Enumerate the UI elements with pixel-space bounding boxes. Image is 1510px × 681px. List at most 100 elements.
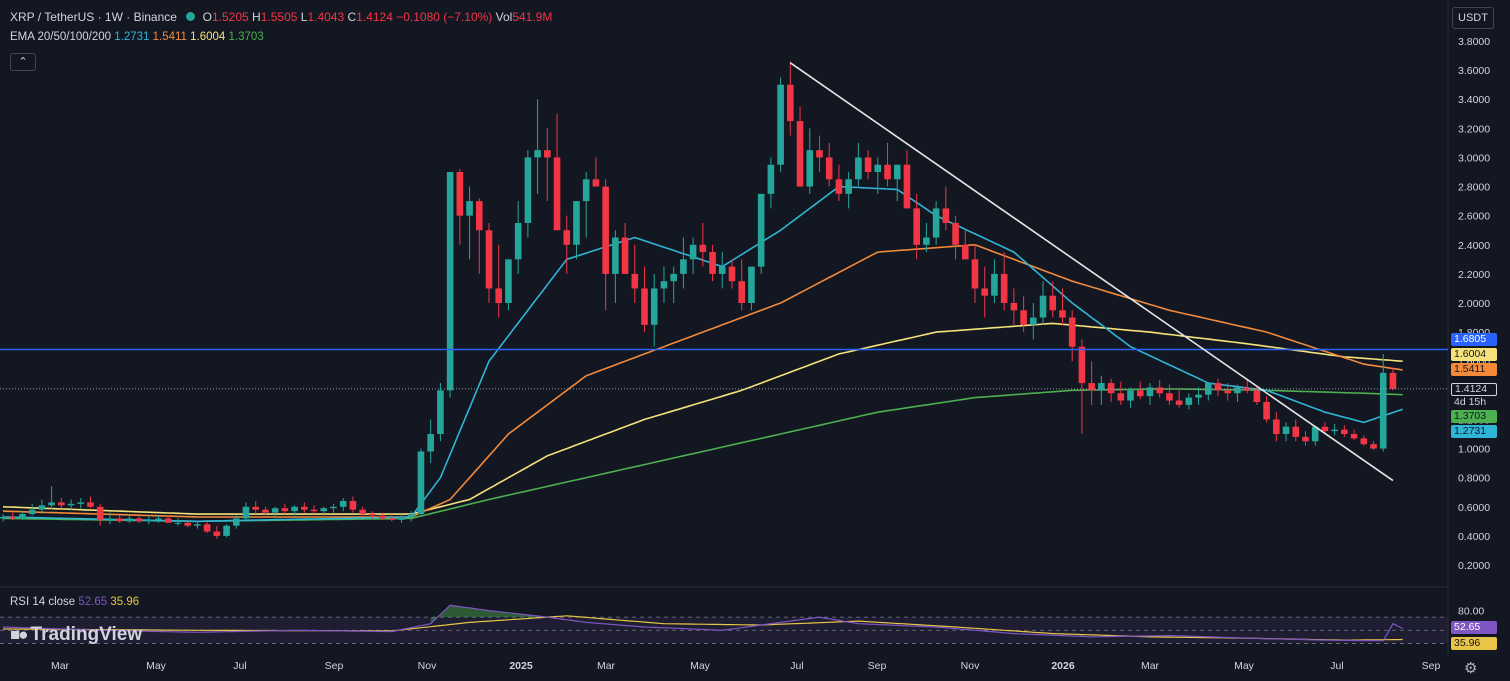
candle-up[interactable] — [67, 503, 75, 506]
candle-down[interactable] — [135, 518, 143, 522]
candle-down[interactable] — [164, 518, 172, 523]
candle-up[interactable] — [77, 502, 85, 504]
candle-down[interactable] — [1010, 303, 1018, 311]
candle-down[interactable] — [1068, 317, 1076, 347]
time-axis[interactable]: Mar May Jul Sep Nov 2025 Mar May Jul Sep Nov 2026 Ma… — [51, 660, 1441, 672]
candle-down[interactable] — [388, 518, 396, 520]
candle-up[interactable] — [232, 518, 240, 526]
candle-down[interactable] — [116, 518, 123, 522]
candle-up[interactable] — [1185, 397, 1193, 405]
candle-up[interactable] — [1379, 372, 1387, 449]
candle-down[interactable] — [699, 244, 707, 253]
candle-down[interactable] — [592, 179, 600, 187]
candle-down[interactable] — [825, 157, 833, 180]
downtrend-line[interactable] — [789, 62, 1394, 482]
candle-down[interactable] — [378, 515, 386, 519]
candle-up[interactable] — [223, 525, 230, 536]
candle-down[interactable] — [184, 522, 191, 526]
candle-up[interactable] — [48, 502, 55, 506]
candle-up[interactable] — [612, 237, 619, 274]
candle-up[interactable] — [573, 201, 580, 245]
candle-up[interactable] — [330, 506, 337, 509]
candle-down[interactable] — [738, 281, 746, 303]
candle-down[interactable] — [1370, 444, 1377, 449]
candle-down[interactable] — [1078, 346, 1086, 384]
candle-up[interactable] — [28, 509, 36, 515]
candle-down[interactable] — [1136, 390, 1144, 397]
candle-up[interactable] — [126, 518, 133, 522]
candle-down[interactable] — [1389, 372, 1397, 389]
ema-label[interactable]: EMA 20/50/100/200 — [10, 31, 112, 43]
candle-up[interactable] — [0, 516, 7, 519]
candle-up[interactable] — [689, 244, 697, 260]
candle-down[interactable] — [728, 266, 736, 282]
candle-down[interactable] — [621, 237, 629, 274]
candle-up[interactable] — [777, 84, 784, 165]
candle-down[interactable] — [864, 157, 872, 172]
candle-down[interactable] — [816, 150, 823, 158]
candle-up[interactable] — [38, 505, 46, 510]
candle-down[interactable] — [1350, 434, 1358, 439]
tradingview-logo[interactable]: ■● TradingView — [10, 624, 142, 646]
candle-up[interactable] — [680, 259, 687, 274]
candle-down[interactable] — [301, 506, 308, 510]
candle-up[interactable] — [514, 222, 522, 260]
candle-down[interactable] — [942, 208, 950, 223]
candle-down[interactable] — [58, 502, 65, 506]
candle-up[interactable] — [446, 172, 454, 391]
candle-down[interactable] — [213, 531, 221, 536]
candle-up[interactable] — [524, 157, 532, 223]
candle-down[interactable] — [1166, 393, 1173, 401]
gear-icon[interactable]: ⚙ — [1464, 660, 1478, 677]
currency-button[interactable]: USDT — [1452, 7, 1494, 29]
collapse-legend-button[interactable]: ⌃ — [10, 53, 36, 71]
candle-up[interactable] — [845, 179, 852, 194]
candle-up[interactable] — [1098, 383, 1105, 391]
candle-down[interactable] — [252, 506, 260, 510]
candle-up[interactable] — [320, 508, 328, 512]
candle-up[interactable] — [670, 273, 677, 282]
candle-down[interactable] — [9, 516, 17, 519]
candle-down[interactable] — [369, 514, 376, 516]
candle-up[interactable] — [806, 150, 814, 187]
candle-down[interactable] — [981, 288, 989, 296]
candle-down[interactable] — [203, 524, 211, 532]
candle-up[interactable] — [155, 518, 162, 520]
candle-up[interactable] — [407, 514, 415, 517]
candle-up[interactable] — [893, 164, 901, 180]
candle-down[interactable] — [349, 500, 357, 510]
candle-down[interactable] — [1341, 429, 1348, 434]
candle-down[interactable] — [1000, 273, 1008, 303]
candle-down[interactable] — [1088, 383, 1095, 391]
candle-up[interactable] — [660, 281, 668, 289]
candle-down[interactable] — [602, 186, 609, 274]
candle-up[interactable] — [923, 237, 930, 245]
candle-up[interactable] — [1234, 387, 1241, 394]
candle-up[interactable] — [106, 518, 114, 520]
candle-down[interactable] — [1214, 383, 1222, 391]
candle-up[interactable] — [271, 508, 279, 513]
candle-down[interactable] — [553, 157, 561, 231]
candle-down[interactable] — [961, 244, 969, 260]
candle-down[interactable] — [495, 288, 503, 303]
candle-up[interactable] — [427, 434, 434, 452]
candle-down[interactable] — [485, 230, 493, 289]
candle-down[interactable] — [796, 121, 804, 187]
candle-down[interactable] — [903, 164, 911, 209]
candle-down[interactable] — [1273, 419, 1280, 434]
candle-down[interactable] — [952, 222, 959, 245]
candle-down[interactable] — [1156, 387, 1163, 394]
drawings[interactable] — [0, 62, 1448, 482]
candle-down[interactable] — [281, 508, 289, 512]
candle-up[interactable] — [437, 390, 444, 434]
candle-down[interactable] — [1321, 426, 1329, 432]
candle-up[interactable] — [291, 506, 298, 512]
candle-down[interactable] — [96, 506, 104, 520]
rsi-pane[interactable]: 80.00 — [0, 604, 1484, 644]
candle-down[interactable] — [544, 150, 551, 158]
candle-down[interactable] — [1224, 390, 1232, 394]
candle-down[interactable] — [835, 179, 843, 194]
candle-down[interactable] — [563, 230, 571, 245]
candle-up[interactable] — [466, 201, 473, 216]
candle-up[interactable] — [1311, 426, 1319, 442]
